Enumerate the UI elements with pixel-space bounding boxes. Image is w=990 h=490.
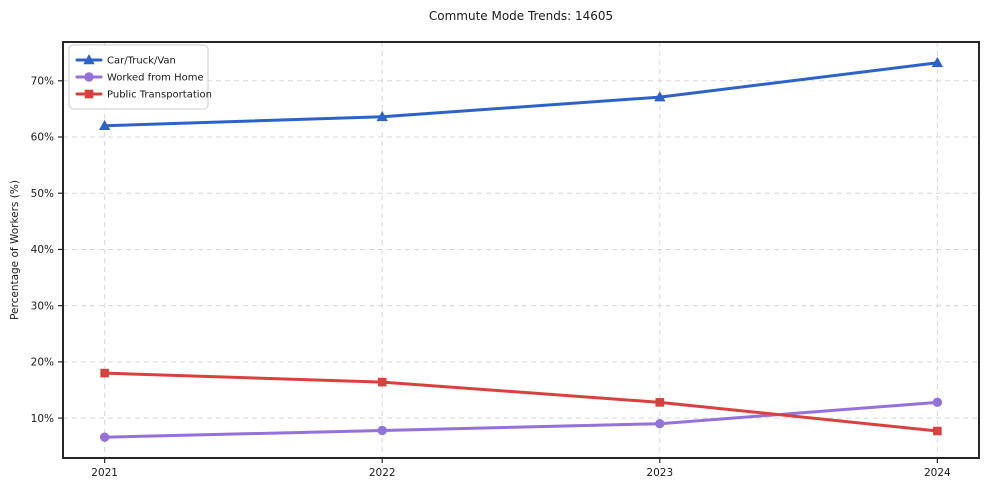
- triangle-marker: [98, 119, 111, 131]
- series-line: [103, 61, 939, 128]
- x-tick-label: 2024: [924, 467, 951, 479]
- legend-label: Worked from Home: [107, 73, 204, 84]
- triangle-marker: [931, 56, 944, 68]
- square-marker: [84, 89, 94, 99]
- legend-box: [68, 44, 209, 110]
- triangle-marker: [376, 110, 388, 122]
- square-marker: [655, 398, 665, 407]
- series-layer: [98, 56, 944, 442]
- circle-marker: [84, 72, 94, 82]
- chart-title: Commute Mode Trends: 14605: [429, 9, 613, 23]
- y-tick-label: 40%: [31, 244, 54, 256]
- y-tick-label: 70%: [31, 75, 54, 87]
- series-worked-from-home: [99, 397, 943, 442]
- circle-marker: [99, 432, 110, 442]
- square-marker: [377, 377, 387, 387]
- grid-layer: [63, 42, 979, 458]
- x-tick-label: 2022: [369, 467, 396, 479]
- circle-marker: [932, 397, 943, 408]
- y-tick-label: 60%: [31, 132, 54, 144]
- y-tick-label: 10%: [31, 413, 54, 425]
- y-axis-label: Percentage of Workers (%): [9, 180, 21, 320]
- legend-label: Car/Truck/Van: [107, 56, 176, 67]
- square-marker: [933, 426, 942, 436]
- legend-item: Worked from Home: [75, 72, 204, 84]
- series-car-truck-van: [98, 56, 944, 131]
- legend: Car/Truck/Van Worked from Home Public Tran…: [68, 44, 212, 110]
- series-public-transportation: [100, 368, 942, 436]
- y-tick-label: 30%: [31, 300, 54, 312]
- x-tick-label: 2021: [91, 467, 118, 479]
- circle-marker: [377, 425, 387, 436]
- square-marker: [100, 368, 109, 378]
- series-line: [103, 400, 939, 439]
- circle-marker: [655, 419, 665, 429]
- series-line: [103, 371, 939, 433]
- triangle-marker: [83, 54, 95, 65]
- triangle-marker: [654, 91, 666, 102]
- legend-item: Car/Truck/Van: [75, 54, 176, 67]
- axes-layer: 10% 20% 30% 40% 50% 60% 70% 2021 2022 2023 2024: [31, 41, 980, 479]
- y-tick-label: 20%: [31, 357, 54, 369]
- y-tick-label: 50%: [31, 188, 54, 200]
- x-tick-label: 2023: [646, 467, 673, 479]
- legend-label: Public Transportation: [107, 90, 212, 101]
- legend-item: Public Transportation: [75, 89, 212, 101]
